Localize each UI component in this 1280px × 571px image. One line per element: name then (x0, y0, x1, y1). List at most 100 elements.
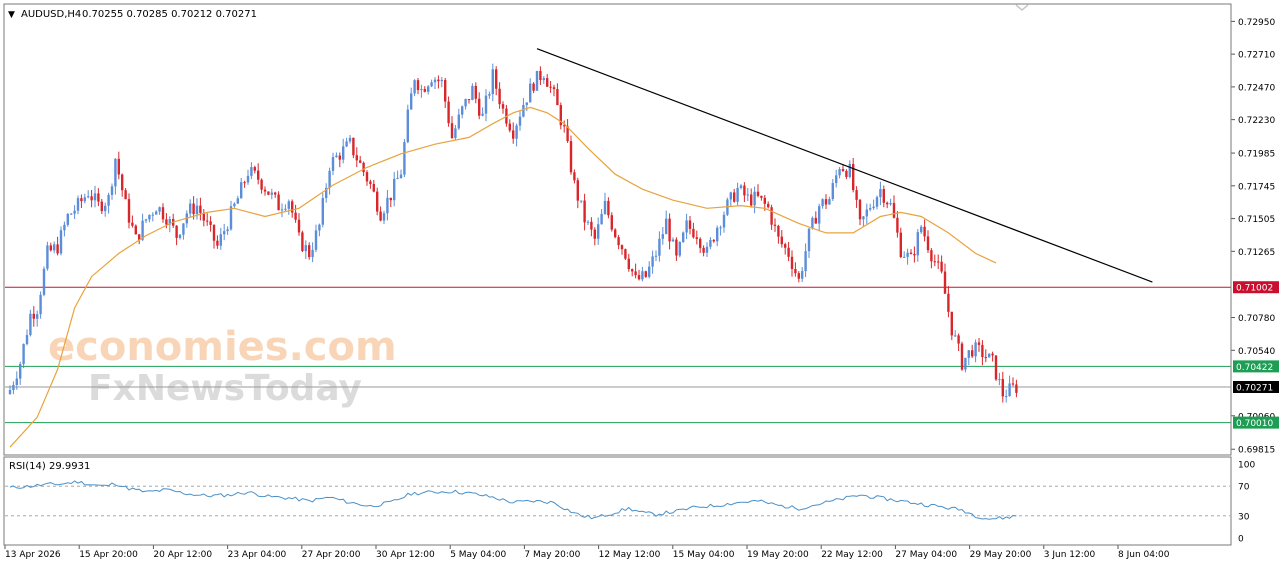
candle[interactable] (263, 186, 267, 196)
candle[interactable] (131, 215, 134, 228)
candle[interactable] (784, 242, 787, 255)
candle[interactable] (903, 251, 906, 258)
candle[interactable] (277, 191, 280, 211)
rsi-pane[interactable]: 100 70 30 0 (5, 461, 1255, 545)
candle[interactable] (427, 85, 430, 95)
candle[interactable] (940, 255, 943, 274)
candle[interactable] (481, 107, 484, 117)
candle[interactable] (641, 266, 644, 282)
candle[interactable] (345, 137, 348, 148)
candle[interactable] (253, 165, 256, 174)
candle[interactable] (474, 82, 477, 104)
candle[interactable] (892, 195, 896, 219)
candle[interactable] (59, 226, 63, 256)
candle[interactable] (790, 250, 794, 277)
candle[interactable] (355, 147, 358, 168)
candle[interactable] (879, 181, 882, 206)
candle[interactable] (308, 242, 311, 260)
candle[interactable] (389, 197, 392, 208)
candle[interactable] (889, 198, 892, 206)
candle[interactable] (831, 179, 834, 201)
candle[interactable] (566, 119, 569, 143)
candle[interactable] (246, 169, 250, 185)
candle[interactable] (1001, 371, 1004, 403)
candle[interactable] (957, 333, 960, 352)
candle[interactable] (569, 135, 573, 175)
candle[interactable] (658, 231, 661, 262)
candle[interactable] (15, 371, 18, 390)
candle[interactable] (121, 173, 124, 197)
price-pane[interactable] (5, 48, 1231, 448)
candle[interactable] (379, 206, 382, 222)
candle[interactable] (226, 226, 229, 235)
candle[interactable] (947, 286, 950, 318)
candle[interactable] (552, 84, 556, 97)
candle[interactable] (66, 212, 69, 227)
candle[interactable] (93, 185, 97, 208)
candle[interactable] (294, 204, 297, 223)
candle[interactable] (811, 216, 814, 230)
candle[interactable] (287, 199, 290, 215)
candle[interactable] (603, 192, 607, 215)
candle[interactable] (328, 167, 331, 195)
candle[interactable] (420, 84, 423, 98)
candle[interactable] (63, 221, 66, 237)
candle[interactable] (950, 311, 953, 341)
candle[interactable] (525, 102, 528, 112)
price-tag-current[interactable]: 0.70271 (1233, 380, 1279, 394)
candle[interactable] (869, 203, 872, 212)
candle[interactable] (855, 186, 858, 208)
candle[interactable] (467, 99, 471, 104)
candle[interactable] (359, 155, 362, 164)
candle[interactable] (872, 199, 875, 210)
candle[interactable] (637, 269, 641, 281)
candle[interactable] (845, 169, 848, 180)
candle[interactable] (991, 351, 994, 362)
candle[interactable] (583, 193, 586, 231)
candle[interactable] (223, 223, 226, 241)
candle[interactable] (325, 183, 328, 203)
candle[interactable] (107, 192, 110, 214)
candle[interactable] (124, 188, 127, 200)
candle[interactable] (760, 195, 763, 201)
candle[interactable] (787, 241, 790, 262)
candle[interactable] (195, 198, 199, 220)
candle[interactable] (549, 80, 552, 93)
candle[interactable] (342, 138, 345, 164)
candle[interactable] (338, 152, 341, 168)
candle[interactable] (70, 212, 73, 215)
candle[interactable] (423, 86, 426, 93)
candle[interactable] (501, 101, 505, 114)
candle[interactable] (498, 82, 501, 109)
candle[interactable] (321, 193, 324, 228)
candle[interactable] (454, 124, 457, 140)
candle[interactable] (610, 212, 613, 232)
candle[interactable] (937, 254, 940, 270)
candle[interactable] (896, 211, 899, 238)
candle[interactable] (97, 188, 100, 207)
candle[interactable] (461, 105, 464, 119)
candle[interactable] (114, 158, 117, 195)
candle[interactable] (22, 343, 25, 369)
candle[interactable] (685, 213, 688, 240)
candle[interactable] (733, 188, 736, 203)
candle[interactable] (688, 216, 692, 235)
candle[interactable] (994, 355, 998, 381)
candle[interactable] (804, 243, 807, 278)
candle[interactable] (56, 236, 59, 256)
candle[interactable] (12, 381, 15, 395)
candle[interactable] (634, 263, 637, 279)
candle[interactable] (620, 244, 624, 255)
candle[interactable] (76, 195, 80, 215)
candle[interactable] (651, 250, 654, 274)
candle[interactable] (600, 209, 603, 225)
candle[interactable] (648, 261, 651, 279)
candle[interactable] (127, 193, 131, 229)
candle[interactable] (984, 349, 987, 363)
candle[interactable] (926, 230, 930, 254)
candle[interactable] (631, 268, 634, 277)
candle[interactable] (529, 78, 532, 103)
rsi-line[interactable] (9, 480, 1017, 520)
candle[interactable] (780, 230, 783, 248)
